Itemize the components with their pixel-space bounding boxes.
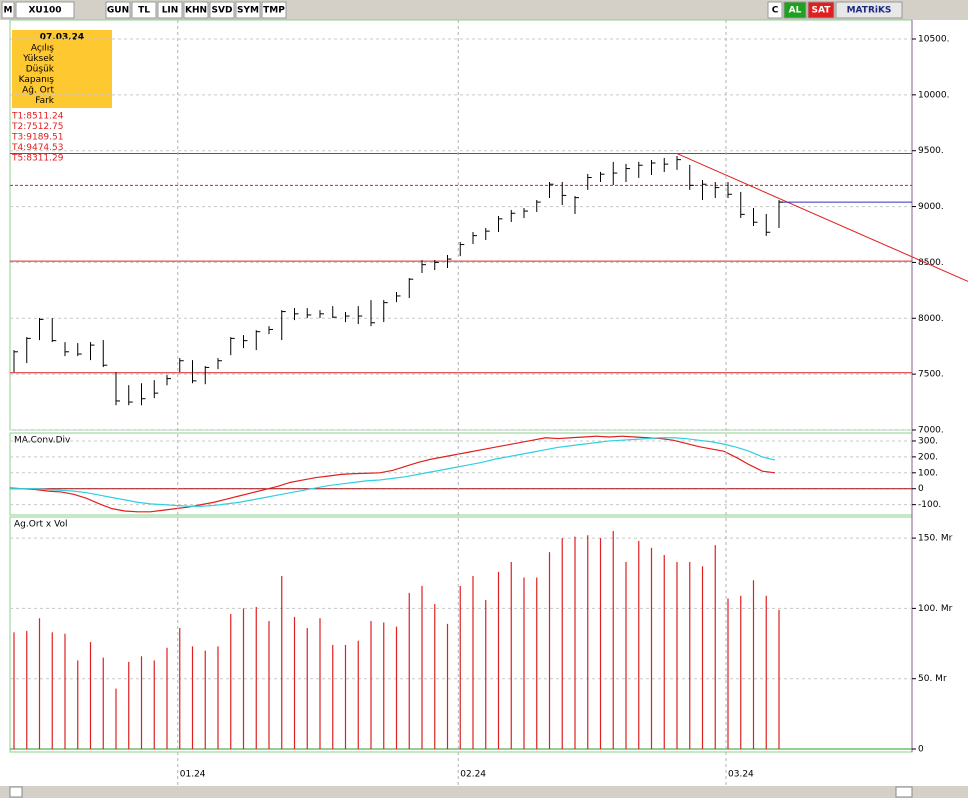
level-label: T2:7512.75 — [11, 122, 63, 132]
toolbar-label[interactable]: TMP — [263, 6, 285, 16]
y-tick-label: 8500. — [918, 258, 944, 268]
toolbar-label[interactable]: XU100 — [28, 6, 61, 16]
y-tick-label: 100. — [918, 468, 938, 478]
info-field: Fark — [35, 96, 55, 106]
toolbar-button[interactable] — [835, 1, 903, 19]
toolbar-label[interactable]: SVD — [212, 6, 233, 16]
info-field: Açılış — [31, 44, 54, 54]
y-tick-label: 0 — [918, 745, 924, 755]
toolbar-label[interactable]: KHN — [185, 6, 207, 16]
y-tick-label: 8000. — [918, 314, 944, 324]
toolbar-label[interactable]: SAT — [812, 6, 832, 16]
toolbar-button[interactable] — [783, 1, 807, 19]
toolbar-label[interactable]: GUN — [107, 6, 129, 16]
toolbar-label[interactable]: M — [4, 6, 13, 16]
info-field: Düşük — [26, 65, 55, 75]
y-tick-label: 300. — [918, 436, 938, 446]
toolbar-button[interactable] — [235, 1, 261, 19]
toolbar-button[interactable] — [131, 1, 157, 19]
level-label: T5:8311.29 — [11, 154, 64, 164]
y-tick-label: 0 — [918, 484, 924, 494]
price-panel — [9, 19, 913, 431]
level-label: T4:9474.53 — [11, 143, 63, 153]
y-tick-label: 10500. — [918, 34, 950, 44]
y-tick-label: -100. — [918, 500, 941, 510]
toolbar-button[interactable] — [157, 1, 183, 19]
y-tick-label: 10000. — [918, 90, 950, 100]
panel-title: Ag.Ort x Vol — [14, 520, 68, 530]
toolbar-button[interactable] — [261, 1, 287, 19]
y-tick-label: 100. Mr — [918, 604, 953, 614]
y-tick-label: 150. Mr — [918, 534, 953, 544]
toolbar-button[interactable] — [767, 1, 783, 19]
y-tick-label: 7000. — [918, 426, 944, 436]
info-field: Ağ. Ort — [22, 86, 54, 96]
toolbar-label[interactable]: TL — [138, 6, 150, 16]
toolbar-button[interactable] — [15, 1, 75, 19]
toolbar-label[interactable]: AL — [789, 6, 802, 16]
y-tick-label: 9000. — [918, 202, 944, 212]
toolbar-button[interactable] — [1, 1, 15, 19]
toolbar-label[interactable]: LIN — [162, 6, 179, 16]
level-label: T3:9189.51 — [11, 133, 63, 143]
info-date: 07.03.24 — [40, 33, 84, 43]
macd-line — [9, 435, 776, 513]
y-tick-label: 200. — [918, 452, 938, 462]
toolbar-button[interactable] — [183, 1, 209, 19]
level-label: T1:8511.24 — [11, 112, 64, 122]
x-tick-label: 02.24 — [460, 770, 486, 780]
trendline — [676, 153, 968, 282]
toolbar-button[interactable] — [105, 1, 131, 19]
y-tick-label: 9500. — [918, 146, 944, 156]
x-tick-label: 01.24 — [180, 770, 206, 780]
scroll-left[interactable] — [9, 786, 23, 798]
toolbar-label[interactable]: SYM — [237, 6, 259, 16]
x-tick-label: 03.24 — [728, 770, 754, 780]
toolbar-label[interactable]: MATRiKS — [847, 6, 892, 16]
volume-panel — [9, 516, 913, 753]
scrollbar[interactable] — [0, 786, 968, 798]
y-tick-label: 50. Mr — [918, 674, 947, 684]
info-field: Kapanış — [19, 75, 55, 85]
y-tick-label: 7500. — [918, 370, 944, 380]
toolbar-label[interactable]: C — [772, 6, 779, 16]
scroll-right[interactable] — [895, 786, 913, 798]
toolbar-button[interactable] — [209, 1, 235, 19]
macd-line — [10, 437, 776, 507]
toolbar-button[interactable] — [807, 1, 835, 19]
info-field: Yüksek — [22, 54, 55, 64]
